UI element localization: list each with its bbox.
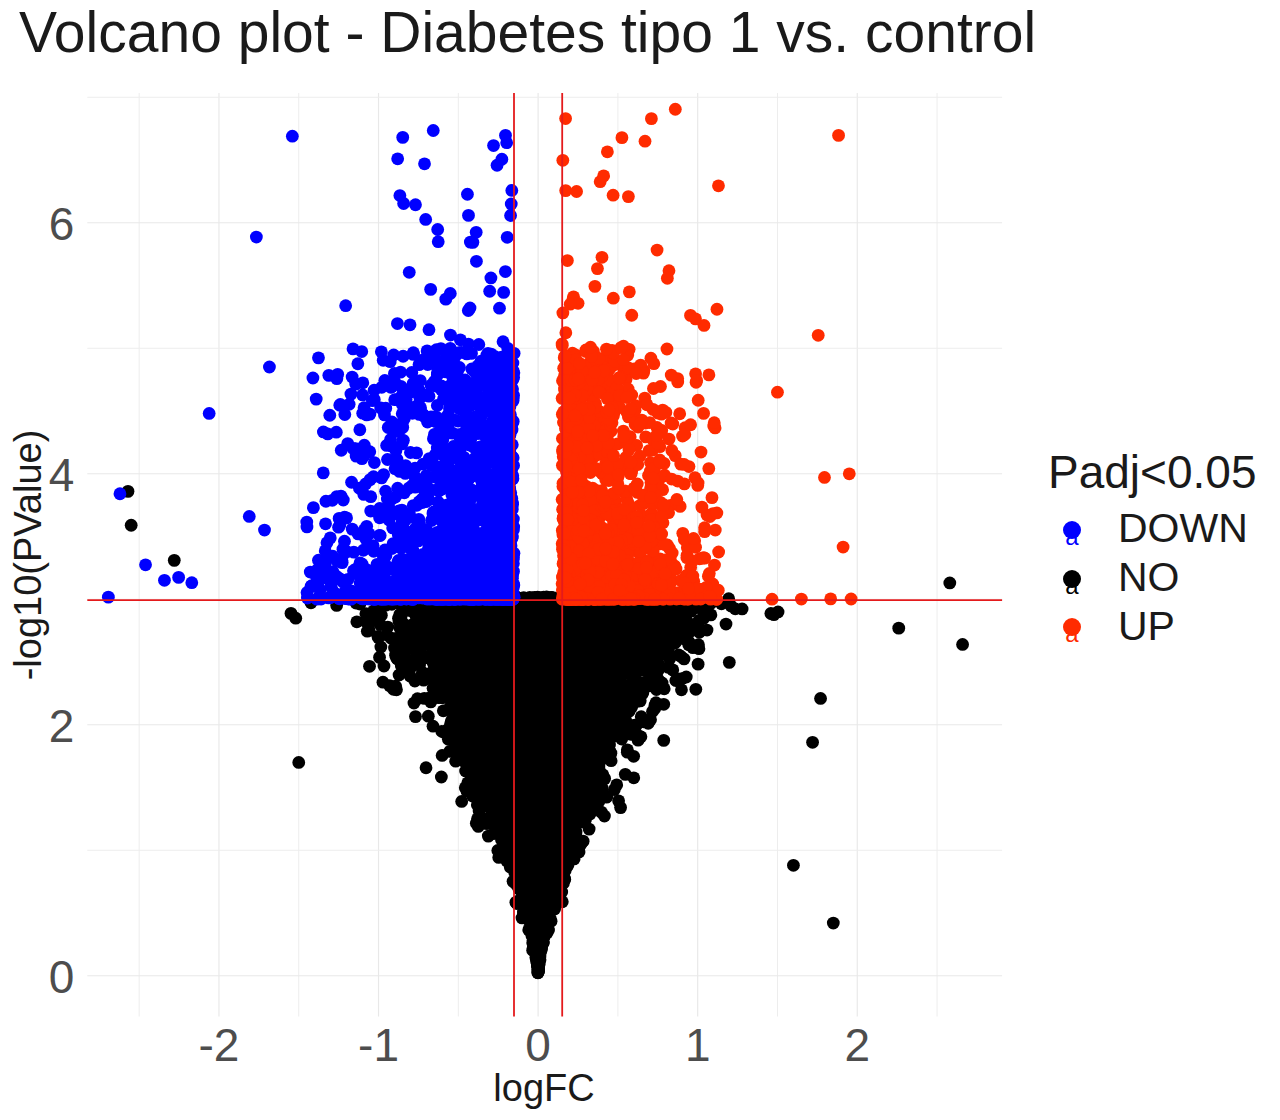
svg-text:-2: -2 [198,1019,239,1071]
svg-text:0: 0 [49,951,75,1003]
svg-text:-1: -1 [358,1019,399,1071]
svg-text:1: 1 [685,1019,711,1071]
svg-text:UP: UP [1118,603,1175,649]
svg-text:4: 4 [49,449,75,501]
svg-text:a: a [1065,523,1079,550]
svg-text:a: a [1065,620,1079,647]
svg-text:DOWN: DOWN [1118,505,1248,551]
svg-text:0: 0 [525,1019,551,1071]
svg-text:2: 2 [844,1019,870,1071]
svg-text:NO: NO [1118,554,1180,600]
svg-text:a: a [1065,572,1079,599]
svg-text:logFC: logFC [493,1067,594,1109]
svg-text:2: 2 [49,700,75,752]
svg-text:Padj<0.05: Padj<0.05 [1048,446,1256,498]
svg-text:-log10(PValue): -log10(PValue) [7,430,49,681]
svg-text:6: 6 [49,198,75,250]
